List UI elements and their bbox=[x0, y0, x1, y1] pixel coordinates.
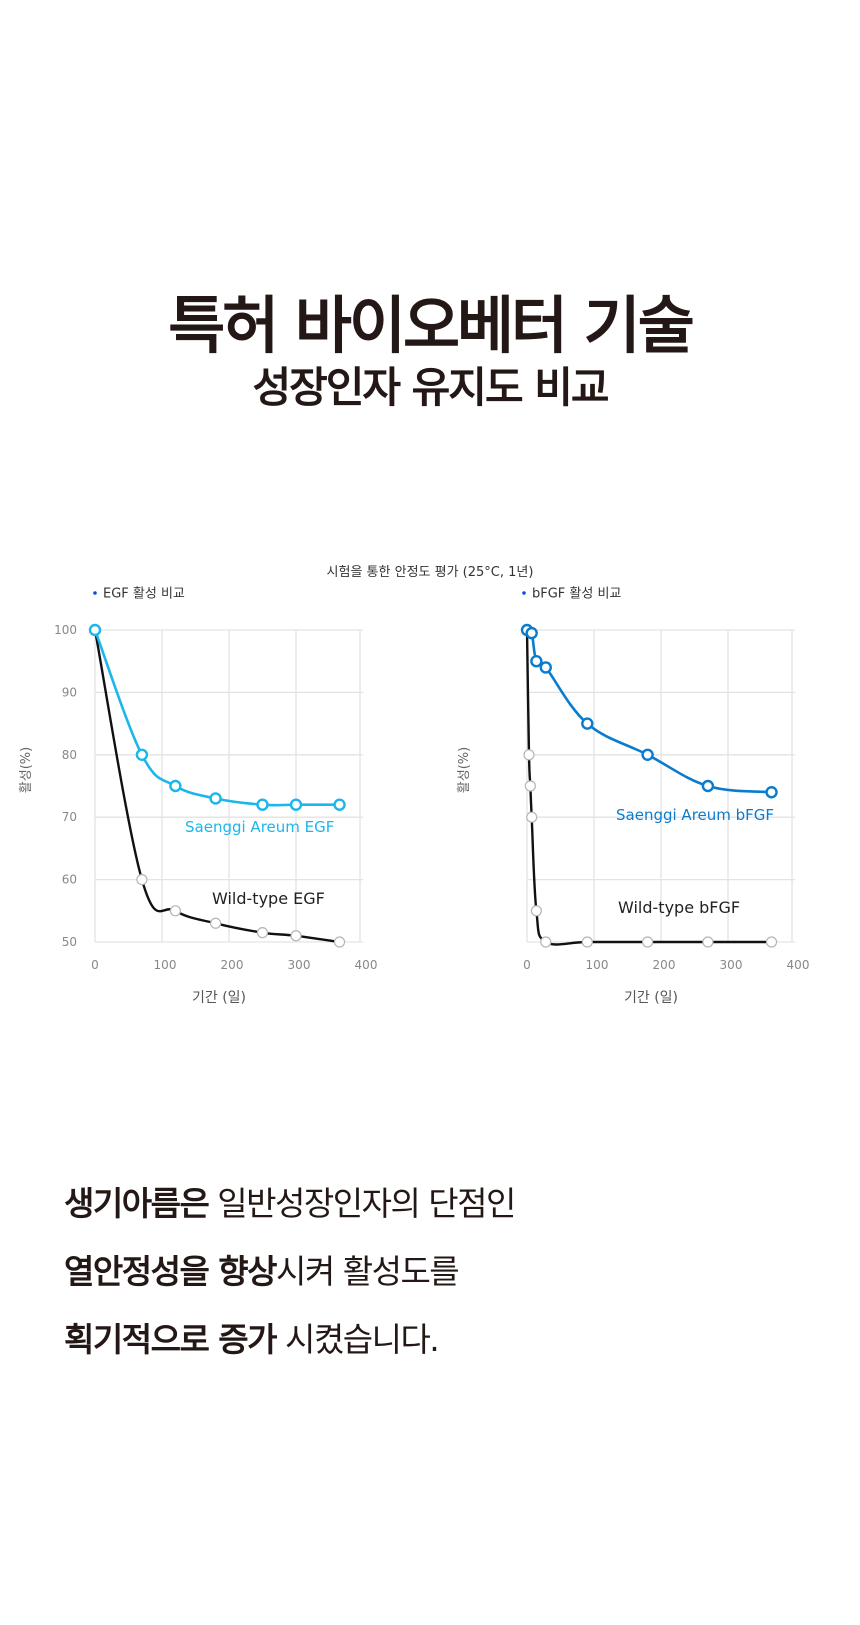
x-tick-label: 400 bbox=[787, 958, 810, 972]
data-point-marker bbox=[581, 936, 593, 948]
data-point-marker bbox=[765, 936, 778, 948]
x-tick-label: 400 bbox=[355, 958, 378, 972]
data-point-marker bbox=[169, 779, 182, 793]
data-point-marker bbox=[530, 905, 542, 917]
x-tick-label: 300 bbox=[288, 958, 311, 972]
description-line-2: 열안정성을 향상시켜 활성도를 bbox=[64, 1252, 460, 1291]
y-tick-label: 70 bbox=[62, 810, 77, 824]
y-tick-label: 100 bbox=[54, 623, 77, 637]
data-point-marker bbox=[530, 655, 543, 668]
data-point-marker bbox=[210, 917, 222, 929]
data-point-marker bbox=[289, 798, 303, 811]
data-point-marker bbox=[523, 749, 535, 761]
x-axis-label: 기간 (일) bbox=[624, 990, 678, 1006]
x-tick-label: 200 bbox=[653, 958, 676, 972]
data-point-marker bbox=[539, 661, 552, 674]
description-line-1: 생기아름은 일반성장인자의 단점인 bbox=[64, 1184, 516, 1223]
data-point-marker bbox=[701, 779, 715, 793]
svg-text:bFGF 활성 비교: bFGF 활성 비교 bbox=[532, 587, 621, 602]
chart-svg: bFGF 활성 비교 0 100 200 300 400 기간 (일) 활성(%) Saengg… bbox=[457, 587, 810, 1007]
description-line-3: 획기적으로 증가 시켰습니다. bbox=[64, 1320, 440, 1359]
data-point-marker bbox=[169, 905, 181, 917]
chart-legend-title: bFGF 활성 비교 bbox=[522, 587, 621, 602]
y-tick-label: 50 bbox=[62, 935, 77, 949]
data-point-marker bbox=[136, 873, 148, 886]
chart-legend-title: EGF 활성 비교 bbox=[93, 587, 185, 602]
chart-grid bbox=[526, 629, 795, 943]
x-tick-label: 0 bbox=[523, 958, 531, 972]
header: 특허 바이오베터 기술 성장인자 유지도 비교 bbox=[0, 290, 860, 414]
x-tick-label: 300 bbox=[720, 958, 743, 972]
x-tick-label: 100 bbox=[586, 958, 609, 972]
x-axis-label: 기간 (일) bbox=[192, 990, 246, 1006]
bullet-icon bbox=[93, 591, 97, 595]
saenggi-series-label: Saenggi Areum EGF bbox=[185, 818, 334, 836]
egf-activity-chart: EGF 활성 비교 50 60 70 80 90 100 0 100 200 300 400 기간 (일… bbox=[0, 575, 430, 1020]
y-axis-label: 활성(%) bbox=[19, 747, 34, 793]
data-point-marker bbox=[135, 748, 149, 761]
saenggi-series-label: Saenggi Areum bFGF bbox=[616, 806, 774, 824]
bfgf-activity-chart: bFGF 활성 비교 0 100 200 300 400 기간 (일) 활성(%) Saengg… bbox=[430, 575, 860, 1020]
data-point-marker bbox=[88, 623, 102, 637]
data-point-marker bbox=[525, 626, 538, 640]
page-subtitle: 성장인자 유지도 비교 bbox=[252, 363, 609, 412]
chart-grid bbox=[94, 629, 363, 943]
x-tick-label: 0 bbox=[91, 958, 99, 972]
data-point-marker bbox=[581, 717, 594, 730]
y-tick-label: 60 bbox=[62, 873, 77, 887]
chart-svg: EGF 활성 비교 50 60 70 80 90 100 0 100 200 300 400 기간 (일… bbox=[19, 587, 378, 1007]
y-axis-label: 활성(%) bbox=[457, 747, 472, 793]
x-tick-label: 200 bbox=[221, 958, 244, 972]
chart-caption: 시험을 통한 안정도 평가 (25°C, 1년) bbox=[326, 565, 534, 580]
data-point-marker bbox=[256, 798, 269, 811]
data-point-marker bbox=[333, 936, 346, 948]
description: 생기아름은 일반성장인자의 단점인 열안정성을 향상시켜 활성도를 획기적으로 … bbox=[64, 1170, 516, 1374]
data-point-marker bbox=[256, 927, 269, 939]
data-point-marker bbox=[765, 786, 778, 799]
data-point-marker bbox=[702, 936, 714, 948]
data-point-marker bbox=[333, 798, 346, 811]
data-point-marker bbox=[526, 811, 538, 823]
data-point-marker bbox=[290, 930, 302, 942]
data-point-marker bbox=[641, 936, 654, 948]
data-point-marker bbox=[641, 748, 654, 761]
x-tick-label: 100 bbox=[154, 958, 177, 972]
wild-type-series-label: Wild-type bFGF bbox=[618, 898, 740, 917]
y-tick-label: 90 bbox=[62, 685, 77, 699]
wild-type-series-label: Wild-type EGF bbox=[212, 889, 325, 908]
data-point-marker bbox=[209, 792, 222, 805]
svg-text:EGF 활성 비교: EGF 활성 비교 bbox=[103, 587, 185, 602]
series-saenggi-areum bbox=[520, 623, 778, 799]
series-saenggi-areum bbox=[88, 623, 346, 811]
data-point-marker bbox=[524, 780, 536, 792]
page-title: 특허 바이오베터 기술 bbox=[168, 289, 695, 362]
data-point-marker bbox=[540, 936, 552, 948]
bullet-icon bbox=[522, 591, 526, 595]
y-tick-label: 80 bbox=[62, 748, 77, 762]
